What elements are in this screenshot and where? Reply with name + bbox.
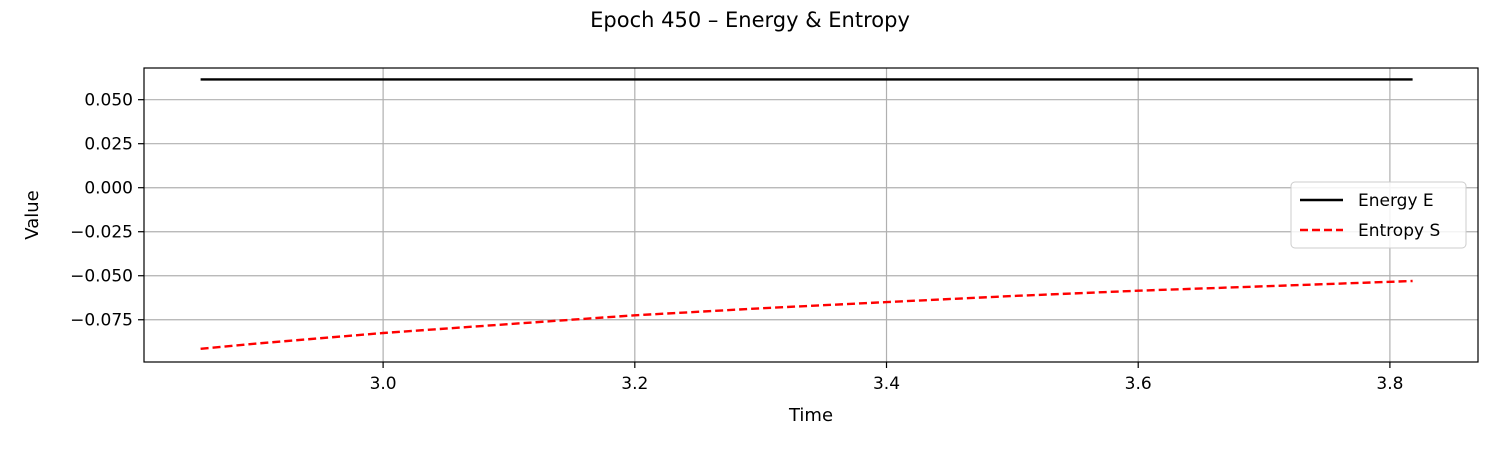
chart-title: Epoch 450 – Energy & Entropy: [590, 8, 910, 32]
tick-layer: 3.0 3.2 3.4 3.6 3.8 0.050 0.025 0.000 −0.025 −0.0…: [70, 91, 1403, 394]
x-tick-label: 3.2: [621, 374, 648, 394]
legend-box: [1290, 181, 1467, 249]
series-layer: [200, 78, 1413, 350]
x-tick-label: 3.0: [370, 374, 397, 394]
x-tick-label: 3.4: [873, 374, 900, 394]
y-tick-label: 0.025: [84, 135, 133, 155]
legend: Energy E Entropy S: [1290, 181, 1467, 249]
x-tick-label: 3.8: [1376, 374, 1403, 394]
y-tick-label: −0.025: [70, 223, 133, 243]
grid-layer: [144, 68, 1478, 362]
x-tick-label: 3.6: [1125, 374, 1152, 394]
plot-frame: [143, 67, 1479, 363]
legend-label-entropy: Entropy S: [1358, 221, 1440, 241]
y-tick-label: 0.050: [84, 91, 133, 111]
x-axis-label: Time: [788, 405, 833, 426]
y-tick-label: 0.000: [84, 179, 133, 199]
y-axis-label: Value: [22, 190, 43, 239]
y-tick-label: −0.050: [70, 267, 133, 287]
y-tick-label: −0.075: [70, 311, 133, 331]
legend-label-energy: Energy E: [1358, 191, 1434, 211]
